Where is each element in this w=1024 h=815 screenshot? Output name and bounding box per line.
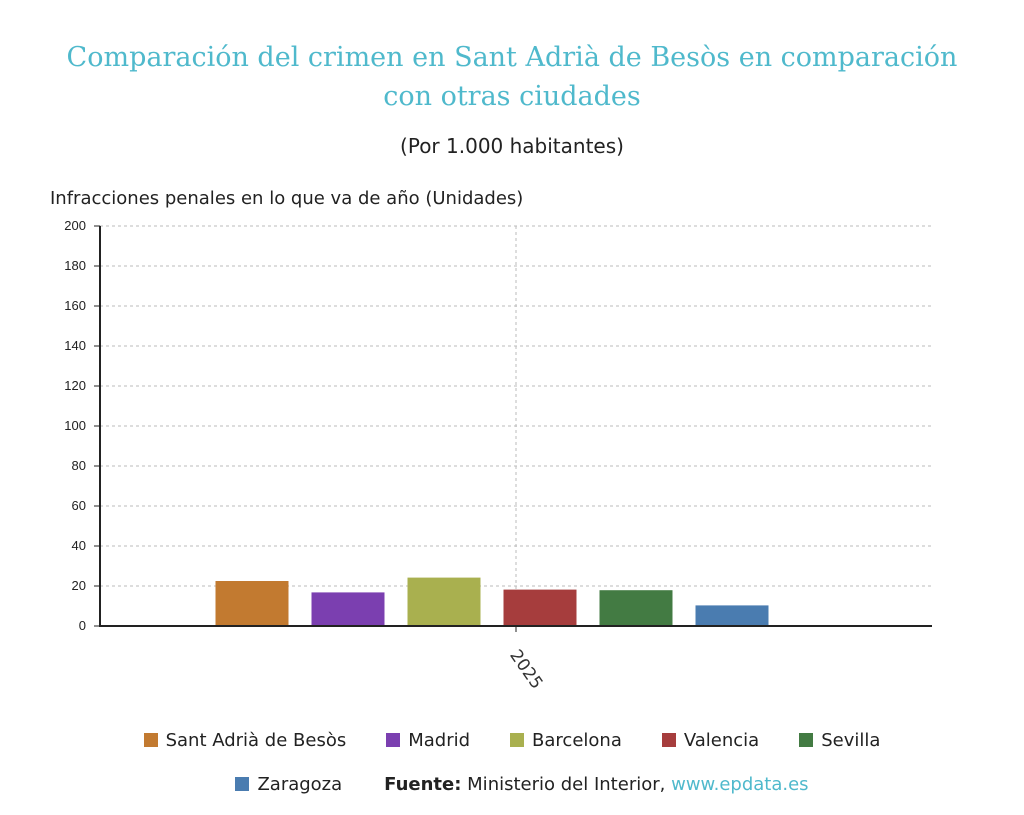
y-axis-ticks: 0 20 40 60 80 100 120 140 160 180 200	[64, 218, 100, 633]
legend-item-madrid[interactable]: Madrid	[386, 730, 470, 751]
x-tick-label: 2025	[505, 646, 546, 693]
legend-swatch	[510, 733, 525, 747]
x-axis-ticks: 2025	[505, 626, 546, 693]
y-axis-label: Infracciones penales en lo que va de año…	[50, 188, 524, 209]
y-tick-label: 80	[72, 458, 86, 473]
grid-lines	[100, 225, 932, 626]
source-text: Ministerio del Interior,	[467, 773, 666, 795]
legend-label: Zaragoza	[257, 773, 343, 795]
legend-item-zaragoza[interactable]: Zaragoza	[235, 774, 342, 795]
source-label: Fuente:	[384, 773, 462, 795]
chart-title: Comparación del crimen en Sant Adrià de …	[66, 42, 958, 112]
bar-sevilla[interactable]	[599, 590, 673, 626]
chart-subtitle: (Por 1.000 habitantes)	[400, 134, 624, 158]
bar-barcelona[interactable]	[407, 577, 481, 626]
bar-chart: 0 20 40 60 80 100 120 140 160 180 200 2025	[64, 218, 932, 693]
legend-swatch	[235, 777, 250, 791]
y-tick-label: 20	[72, 578, 86, 593]
legend-swatch	[661, 733, 676, 747]
legend-label: Barcelona	[532, 729, 622, 751]
legend: Sant Adrià de Besòs Madrid Barcelona Valenc…	[0, 726, 1024, 814]
legend-row: Zaragoza Fuente: Ministerio del Interior…	[0, 770, 1024, 798]
legend-item-sevilla[interactable]: Sevilla	[799, 730, 880, 751]
y-tick-label: 40	[72, 538, 86, 553]
y-tick-label: 120	[64, 378, 86, 393]
legend-row: Sant Adrià de Besòs Madrid Barcelona Valenc…	[0, 726, 1024, 754]
y-tick-label: 100	[64, 418, 86, 433]
legend-label: Valencia	[683, 729, 760, 751]
legend-item-sant-adri-de-bes-s[interactable]: Sant Adrià de Besòs	[143, 729, 347, 751]
bar-zaragoza[interactable]	[695, 605, 769, 626]
legend-item-valencia[interactable]: Valencia	[661, 729, 760, 751]
legend-swatch	[386, 733, 401, 747]
legend-label: Sant Adrià de Besòs	[165, 729, 347, 751]
bar-madrid[interactable]	[311, 592, 385, 626]
legend-label: Sevilla	[821, 729, 881, 751]
legend-item-barcelona[interactable]: Barcelona	[510, 730, 622, 751]
y-tick-label: 60	[72, 498, 86, 513]
y-tick-label: 140	[64, 338, 86, 353]
source-note: Fuente: Ministerio del Interior, www.epd…	[384, 774, 808, 795]
legend-swatch	[799, 733, 814, 747]
bar-sant-adri-de-bes-s[interactable]	[215, 581, 289, 626]
bars	[215, 577, 769, 626]
legend-swatch	[143, 733, 158, 747]
y-tick-label: 160	[64, 298, 86, 313]
y-tick-label: 200	[64, 218, 86, 233]
y-tick-label: 0	[79, 618, 86, 633]
source-link[interactable]: www.epdata.es	[671, 773, 809, 795]
bar-valencia[interactable]	[503, 589, 577, 626]
legend-label: Madrid	[408, 729, 471, 751]
y-tick-label: 180	[64, 258, 86, 273]
